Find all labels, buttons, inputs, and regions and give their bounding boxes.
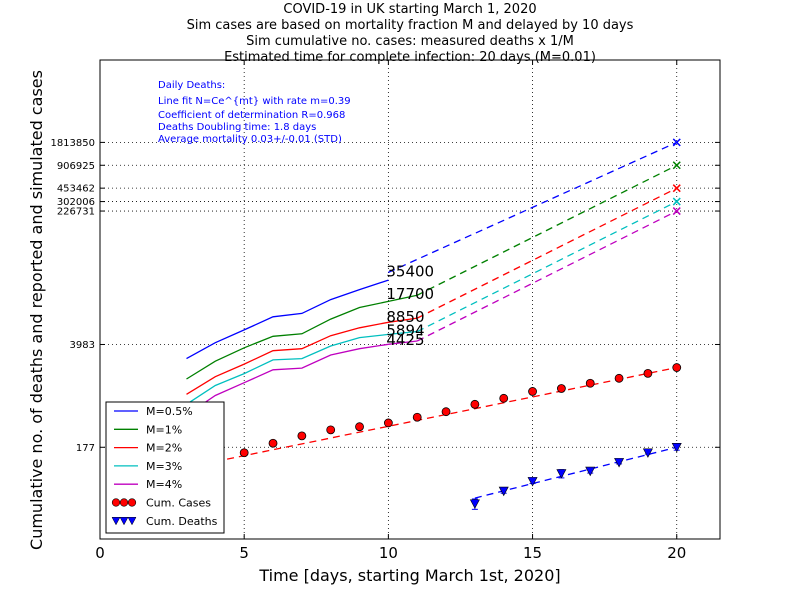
x-tick-label: 0 xyxy=(95,544,105,562)
observed-series-layer xyxy=(215,363,682,510)
legend: M=0.5% M=1% M=2% M=3% M=4% Cum. Cases Cum. Dea… xyxy=(105,401,225,534)
cum-cases-fit xyxy=(215,366,677,463)
annotation-mortality: Average mortality 0.03+/-0.01 (STD) xyxy=(158,134,342,145)
legend-marker-cases xyxy=(111,498,121,507)
y-tick-label: 226731 xyxy=(57,207,95,218)
legend-marker-deaths xyxy=(111,517,121,526)
chart-title-line-1: COVID-19 in UK starting March 1, 2020 xyxy=(283,2,537,17)
legend-label: M=3% xyxy=(146,460,182,473)
legend-label: M=0.5% xyxy=(146,405,193,418)
x-tick-label: 20 xyxy=(667,544,686,562)
cum-cases-point xyxy=(643,368,653,378)
y-tick-label: 3983 xyxy=(70,340,95,351)
cum-cases-point xyxy=(556,384,566,393)
legend-label: M=4% xyxy=(146,478,182,491)
legend-marker-cases xyxy=(119,498,129,507)
cum-deaths-point xyxy=(642,448,653,458)
projection-end-marker xyxy=(672,207,681,216)
sim-line xyxy=(186,317,418,395)
sim-line xyxy=(186,330,418,405)
legend-marker-deaths xyxy=(119,517,129,526)
sim-projection xyxy=(416,210,678,342)
sim-end-label: 5894 xyxy=(386,322,424,340)
annotation-daily-deaths: Daily Deaths: xyxy=(158,80,225,91)
cum-cases-point xyxy=(326,425,336,435)
grid-layer xyxy=(100,60,720,539)
y-tick-label: 1813850 xyxy=(50,138,95,149)
sim-projection xyxy=(388,141,678,273)
sim-line xyxy=(186,279,389,360)
x-tick-label: 10 xyxy=(379,544,398,562)
projection-end-marker xyxy=(672,184,681,193)
chart-title-line-3: Sim cumulative no. cases: measured death… xyxy=(246,34,574,49)
cum-cases-point xyxy=(499,393,509,403)
sim-end-label: 35400 xyxy=(386,262,434,280)
sim-end-label: 4425 xyxy=(386,331,424,349)
legend-marker-cases xyxy=(127,498,137,507)
x-tick-label: 15 xyxy=(523,544,542,562)
chart-title-line-4: Estimated time for complete infection: 2… xyxy=(224,50,596,65)
cum-cases-point xyxy=(297,431,307,441)
sim-end-label: 17700 xyxy=(386,285,434,303)
legend-marker-deaths xyxy=(127,517,137,526)
cum-deaths-point xyxy=(585,466,596,477)
cum-deaths-point xyxy=(556,469,567,479)
cum-deaths-point xyxy=(498,486,509,497)
sim-projection xyxy=(416,164,678,296)
cum-cases-point xyxy=(672,363,682,372)
cum-cases-point xyxy=(383,418,393,428)
y-tick-label: 906925 xyxy=(57,161,95,172)
cum-deaths-point xyxy=(614,458,625,468)
projection-end-marker xyxy=(672,138,681,147)
fit-annotation: Daily Deaths: Line fit N=Ce^{mt} with ra… xyxy=(158,80,351,145)
y-tick-label: 177 xyxy=(76,443,95,454)
sim-line xyxy=(186,340,418,416)
x-tick-label: 5 xyxy=(239,544,249,562)
y-axis-label: Cumulative no. of deaths and reported an… xyxy=(27,70,46,550)
sim-end-label: 8850 xyxy=(386,308,424,326)
chart-title-block: COVID-19 in UK starting March 1, 2020 Si… xyxy=(100,2,720,66)
annotation-line-fit: Line fit N=Ce^{mt} with rate m=0.39 xyxy=(158,96,351,107)
legend-label: M=2% xyxy=(146,442,182,455)
cum-cases-point xyxy=(528,387,537,396)
sim-projection xyxy=(416,187,678,319)
projection-end-marker xyxy=(672,197,681,206)
cum-cases-point xyxy=(614,373,624,383)
cum-cases-point xyxy=(470,399,480,409)
y-tick-label: 302006 xyxy=(57,197,95,208)
sim-line xyxy=(186,294,418,380)
cum-cases-point xyxy=(355,422,364,432)
cum-deaths-point xyxy=(469,499,480,509)
cum-cases-point xyxy=(585,378,595,388)
annotation-r: Coefficient of determination R=0.968 xyxy=(158,110,345,121)
y-tick-label: 453462 xyxy=(57,184,95,195)
x-axis-label: Time [days, starting March 1st, 2020] xyxy=(258,566,560,585)
projection-end-marker xyxy=(672,161,681,170)
cum-deaths-point xyxy=(671,442,682,453)
legend-label-cum-deaths: Cum. Deaths xyxy=(146,515,218,528)
annotation-doubling: Deaths Doubling time: 1.8 days xyxy=(158,122,316,133)
legend-label: M=1% xyxy=(146,423,182,436)
cum-cases-point xyxy=(412,412,422,422)
cum-cases-point xyxy=(441,407,451,417)
cum-cases-point xyxy=(268,438,278,448)
cum-cases-point xyxy=(239,448,249,458)
plot-frame xyxy=(99,59,721,540)
cum-deaths-fit xyxy=(474,446,677,499)
legend-label-cum-cases: Cum. Cases xyxy=(146,497,211,510)
chart-title-line-2: Sim cases are based on mortality fractio… xyxy=(186,18,634,33)
cum-deaths-point xyxy=(527,477,538,487)
legend-box xyxy=(105,401,225,534)
sim-projection xyxy=(416,200,678,333)
